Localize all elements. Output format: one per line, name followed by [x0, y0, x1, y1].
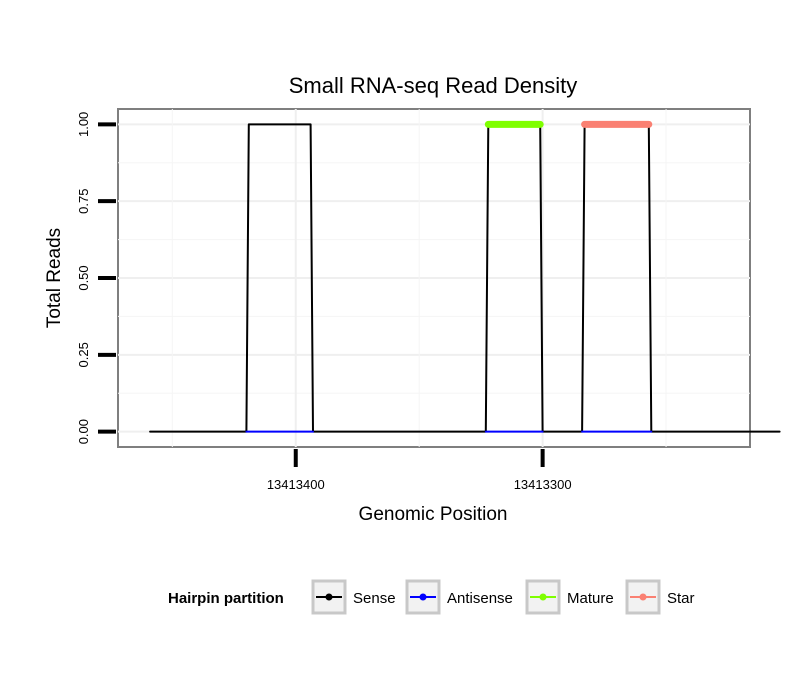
legend-key-dot — [325, 593, 333, 601]
y-axis-label: Total Reads — [44, 228, 65, 328]
grid-lines — [118, 109, 750, 447]
y-tick-label: 1.00 — [76, 112, 91, 137]
legend-items: Sense Antisense Mature Star — [311, 579, 695, 615]
legend-key-dot — [419, 593, 427, 601]
series-layer — [149, 120, 781, 433]
legend-key-dot — [639, 593, 647, 601]
legend: Hairpin partition Sense Antisense Mature St… — [168, 579, 695, 615]
y-tick-label: 0.50 — [76, 265, 91, 290]
x-tick-label: 13413400 — [267, 477, 325, 492]
x-axis-label: Genomic Position — [359, 504, 508, 525]
legend-title: Hairpin partition — [168, 590, 284, 607]
legend-label: Star — [667, 590, 695, 607]
y-tick-label: 0.00 — [76, 419, 91, 444]
legend-label: Antisense — [447, 590, 513, 607]
legend-key-dot — [539, 593, 547, 601]
axes: 0.00 0.25 0.50 0.75 1.00 13413400 13413300 — [76, 112, 572, 492]
chart-title: Small RNA-seq Read Density — [289, 73, 578, 98]
y-tick-label: 0.75 — [76, 189, 91, 214]
legend-label: Mature — [567, 590, 614, 607]
y-tick-label: 0.25 — [76, 342, 91, 367]
legend-label: Sense — [353, 590, 396, 607]
x-tick-label: 13413300 — [514, 477, 572, 492]
